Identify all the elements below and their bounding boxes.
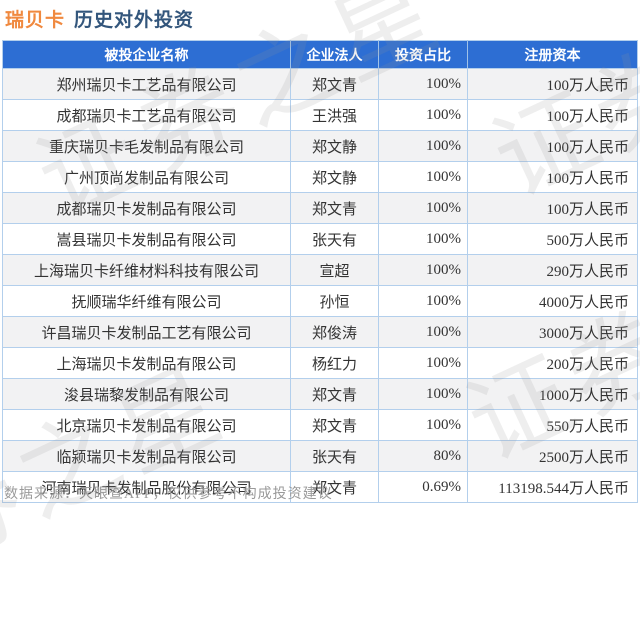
legal-person-cell: 杨红力 [290,347,379,379]
legal-person-cell: 郑文静 [290,161,379,193]
investment-ratio-cell: 100% [378,192,468,224]
header-registered-capital: 注册资本 [467,40,638,69]
registered-capital-cell: 1000万人民币 [467,378,638,410]
investment-ratio-cell: 100% [378,130,468,162]
registered-capital-cell: 500万人民币 [467,223,638,255]
table-row: 北京瑞贝卡发制品有限公司 郑文青 100% 550万人民币 [2,409,638,441]
registered-capital-cell: 100万人民币 [467,130,638,162]
header-investment-ratio: 投资占比 [378,40,468,69]
table-row: 郑州瑞贝卡工艺品有限公司 郑文青 100% 100万人民币 [2,68,638,100]
investment-ratio-cell: 100% [378,409,468,441]
table-row: 河南瑞贝卡发制品股份有限公司 郑文青 0.69% 113198.544万人民币 [2,471,638,503]
registered-capital-cell: 100万人民币 [467,99,638,131]
legal-person-cell: 张天有 [290,223,379,255]
investment-ratio-cell: 100% [378,223,468,255]
legal-person-cell: 王洪强 [290,99,379,131]
legal-person-cell: 郑俊涛 [290,316,379,348]
table-body: 郑州瑞贝卡工艺品有限公司 郑文青 100% 100万人民币 成都瑞贝卡工艺品有限… [2,68,638,503]
table-row: 成都瑞贝卡工艺品有限公司 王洪强 100% 100万人民币 [2,99,638,131]
company-name-cell: 上海瑞贝卡纤维材料科技有限公司 [2,254,291,286]
investment-ratio-cell: 80% [378,440,468,472]
table-row: 上海瑞贝卡发制品有限公司 杨红力 100% 200万人民币 [2,347,638,379]
company-name-cell: 河南瑞贝卡发制品股份有限公司 [2,471,291,503]
company-name-cell: 广州顶尚发制品有限公司 [2,161,291,193]
company-name-cell: 抚顺瑞华纤维有限公司 [2,285,291,317]
company-name-cell: 郑州瑞贝卡工艺品有限公司 [2,68,291,100]
table-header-row: 被投企业名称 企业法人 投资占比 注册资本 [2,40,638,69]
company-name-cell: 北京瑞贝卡发制品有限公司 [2,409,291,441]
investment-ratio-cell: 100% [378,99,468,131]
company-name-cell: 上海瑞贝卡发制品有限公司 [2,347,291,379]
legal-person-cell: 宣超 [290,254,379,286]
company-name-cell: 成都瑞贝卡发制品有限公司 [2,192,291,224]
legal-person-cell: 郑文青 [290,68,379,100]
table-row: 成都瑞贝卡发制品有限公司 郑文青 100% 100万人民币 [2,192,638,224]
investment-ratio-cell: 100% [378,254,468,286]
registered-capital-cell: 3000万人民币 [467,316,638,348]
investment-ratio-cell: 100% [378,316,468,348]
legal-person-cell: 郑文静 [290,130,379,162]
legal-person-cell: 郑文青 [290,409,379,441]
registered-capital-cell: 100万人民币 [467,161,638,193]
investment-ratio-cell: 100% [378,378,468,410]
registered-capital-cell: 200万人民币 [467,347,638,379]
section-title: 历史对外投资 [74,10,195,31]
company-name-cell: 重庆瑞贝卡毛发制品有限公司 [2,130,291,162]
table-row: 抚顺瑞华纤维有限公司 孙恒 100% 4000万人民币 [2,285,638,317]
table-row: 浚县瑞黎发制品有限公司 郑文青 100% 1000万人民币 [2,378,638,410]
investment-ratio-cell: 0.69% [378,471,468,503]
legal-person-cell: 郑文青 [290,378,379,410]
registered-capital-cell: 100万人民币 [467,192,638,224]
company-name-cell: 成都瑞贝卡工艺品有限公司 [2,99,291,131]
page-title: 瑞贝卡 历史对外投资 [5,5,194,32]
company-name-cell: 嵩县瑞贝卡发制品有限公司 [2,223,291,255]
table-row: 许昌瑞贝卡发制品工艺有限公司 郑俊涛 100% 3000万人民币 [2,316,638,348]
table-row: 临颍瑞贝卡发制品有限公司 张天有 80% 2500万人民币 [2,440,638,472]
table-row: 广州顶尚发制品有限公司 郑文静 100% 100万人民币 [2,161,638,193]
registered-capital-cell: 2500万人民币 [467,440,638,472]
investment-table: 被投企业名称 企业法人 投资占比 注册资本 郑州瑞贝卡工艺品有限公司 郑文青 1… [2,40,638,503]
legal-person-cell: 郑文青 [290,192,379,224]
table-row: 上海瑞贝卡纤维材料科技有限公司 宣超 100% 290万人民币 [2,254,638,286]
company-name-cell: 临颍瑞贝卡发制品有限公司 [2,440,291,472]
legal-person-cell: 孙恒 [290,285,379,317]
investment-ratio-cell: 100% [378,347,468,379]
registered-capital-cell: 100万人民币 [467,68,638,100]
table-row: 重庆瑞贝卡毛发制品有限公司 郑文静 100% 100万人民币 [2,130,638,162]
company-name-cell: 许昌瑞贝卡发制品工艺有限公司 [2,316,291,348]
registered-capital-cell: 550万人民币 [467,409,638,441]
registered-capital-cell: 4000万人民币 [467,285,638,317]
company-name-cell: 浚县瑞黎发制品有限公司 [2,378,291,410]
data-source-note: 数据来源：天眼查APP，仅供参考不构成投资建议 [4,487,333,502]
company-name: 瑞贝卡 [5,10,66,31]
header-company-name: 被投企业名称 [2,40,291,69]
legal-person-cell: 张天有 [290,440,379,472]
header-legal-person: 企业法人 [290,40,379,69]
table-row: 嵩县瑞贝卡发制品有限公司 张天有 100% 500万人民币 [2,223,638,255]
investment-ratio-cell: 100% [378,161,468,193]
registered-capital-cell: 290万人民币 [467,254,638,286]
investment-ratio-cell: 100% [378,68,468,100]
investment-ratio-cell: 100% [378,285,468,317]
registered-capital-cell: 113198.544万人民币 [467,471,638,503]
